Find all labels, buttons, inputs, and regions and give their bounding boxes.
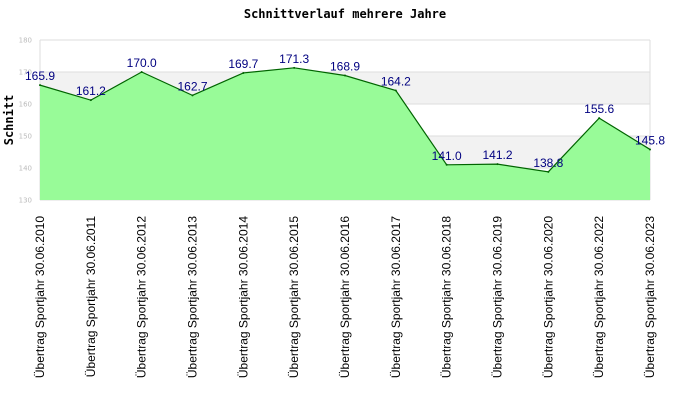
series-area bbox=[40, 67, 650, 200]
data-point bbox=[344, 74, 346, 77]
x-tick-label: Übertrag Sportjahr 30.06.2012 bbox=[135, 216, 149, 378]
data-label: 164.2 bbox=[381, 75, 411, 89]
data-point bbox=[293, 66, 296, 69]
data-label: 170.0 bbox=[127, 56, 157, 70]
data-point bbox=[394, 89, 397, 92]
data-point bbox=[191, 94, 194, 97]
y-tick-label: 150 bbox=[19, 133, 32, 141]
x-tick-label: Übertrag Sportjahr 30.06.2017 bbox=[389, 216, 403, 378]
data-point bbox=[496, 163, 499, 166]
x-tick-label: Übertrag Sportjahr 30.06.2019 bbox=[491, 216, 505, 378]
x-tick-label: Übertrag Sportjahr 30.06.2010 bbox=[33, 216, 47, 378]
y-tick-label: 180 bbox=[19, 37, 32, 45]
x-tick-label: Übertrag Sportjahr 30.06.2023 bbox=[643, 216, 657, 378]
x-tick-label: Übertrag Sportjahr 30.06.2022 bbox=[592, 216, 606, 378]
data-label: 168.9 bbox=[330, 60, 360, 74]
data-point bbox=[89, 99, 92, 102]
data-label: 141.0 bbox=[432, 149, 462, 163]
data-label: 171.3 bbox=[279, 52, 309, 66]
plot-area: 130 140 150 160 170 180 165.9 161.2 170.0 162.7 16… bbox=[19, 37, 666, 379]
data-point bbox=[445, 163, 448, 166]
data-label: 165.9 bbox=[25, 69, 55, 83]
grid-band bbox=[40, 40, 650, 72]
x-tick-label: Übertrag Sportjahr 30.06.2018 bbox=[440, 216, 454, 378]
data-label: 141.2 bbox=[482, 148, 512, 162]
y-tick-label: 160 bbox=[19, 101, 32, 109]
x-tick-label: Übertrag Sportjahr 30.06.2016 bbox=[338, 216, 352, 378]
x-tick-label: Übertrag Sportjahr 30.06.2015 bbox=[287, 216, 301, 378]
y-tick-label: 130 bbox=[19, 197, 32, 205]
x-tick-label: Übertrag Sportjahr 30.06.2014 bbox=[236, 216, 250, 378]
data-label: 145.8 bbox=[635, 133, 665, 147]
y-tick-label: 170 bbox=[19, 69, 32, 77]
chart-title: Schnittverlauf mehrere Jahre bbox=[244, 7, 446, 21]
x-tick-label: Übertrag Sportjahr 30.06.2013 bbox=[186, 216, 200, 378]
data-point bbox=[140, 71, 143, 73]
data-label: 161.2 bbox=[76, 84, 106, 98]
x-tick-label: Übertrag Sportjahr 30.06.2011 bbox=[84, 216, 98, 378]
data-point bbox=[547, 170, 550, 173]
data-point bbox=[242, 71, 245, 74]
data-label: 138.8 bbox=[533, 156, 563, 170]
data-label: 162.7 bbox=[177, 79, 207, 93]
data-point bbox=[649, 148, 651, 151]
data-label: 155.6 bbox=[584, 102, 614, 116]
y-tick-label: 140 bbox=[19, 165, 32, 173]
data-point bbox=[598, 117, 601, 120]
data-label: 169.7 bbox=[228, 57, 258, 71]
y-axis-label: Schnitt bbox=[2, 95, 16, 146]
x-tick-label: Übertrag Sportjahr 30.06.2020 bbox=[541, 216, 555, 378]
data-point bbox=[39, 84, 41, 87]
